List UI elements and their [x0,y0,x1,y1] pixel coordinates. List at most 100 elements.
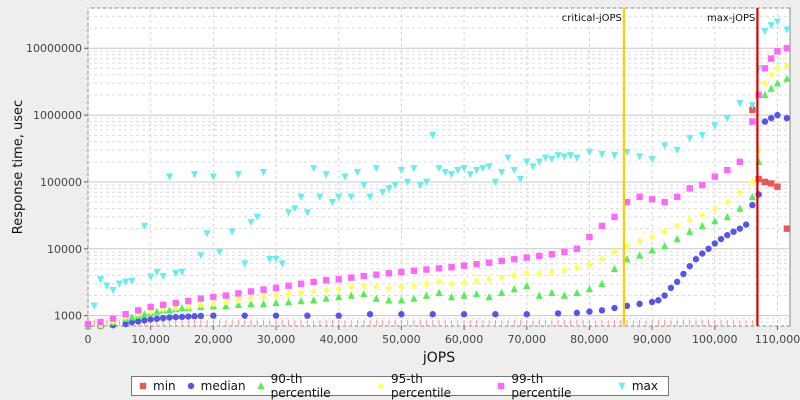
data-point [429,311,436,318]
data-point [398,283,405,291]
data-point [511,271,518,280]
data-point [348,274,355,281]
data-point [122,311,129,318]
data-point [755,175,762,183]
data-point [523,281,531,289]
data-point [749,178,756,186]
data-point [661,292,668,299]
data-point [636,237,643,245]
data-point [310,287,317,296]
data-point [422,291,431,299]
legend-item: median [186,379,246,393]
data-point [460,262,468,269]
data-point [492,311,499,318]
data-point [736,100,744,108]
data-point [661,142,669,150]
data-point [160,301,167,309]
data-point [516,175,525,184]
data-point [284,209,293,217]
x-tick-label: 60,000 [445,333,484,346]
data-point [699,211,706,219]
data-point [410,267,418,274]
data-point [310,165,318,173]
x-tick-label: 80,000 [570,333,609,346]
data-point [773,18,782,26]
data-point [341,173,349,181]
data-point [96,276,105,284]
data-point [655,297,662,304]
data-point [611,213,618,221]
data-point [783,26,791,34]
data-point [755,146,762,154]
data-point [686,135,694,143]
data-points [84,18,791,330]
data-point [347,193,355,201]
data-point [755,91,762,99]
data-point [586,260,593,269]
data-point [272,298,280,307]
data-point [473,260,480,268]
legend-item: max [617,379,658,393]
data-point [724,198,731,206]
data-point [416,181,424,190]
data-point [635,251,644,259]
legend-symbol [187,382,194,390]
data-point [266,255,274,264]
data-point [767,55,775,62]
legend-swatch [377,382,385,390]
data-point [373,271,380,278]
data-point [115,280,123,288]
y-axis-title: Response time, usec [11,100,26,234]
data-point [147,273,155,281]
data-point [585,148,594,157]
data-point [529,163,537,171]
data-point [172,304,179,312]
data-point [648,246,656,254]
data-point [178,268,186,276]
data-point [260,286,267,293]
data-point [724,166,731,174]
x-tick-label: 30,000 [257,333,296,346]
data-point [774,48,781,55]
data-point [297,297,305,305]
x-tick-label: 110,000 [755,333,800,346]
data-point [285,282,292,289]
data-point [610,264,619,273]
data-point [322,171,330,179]
data-point [561,248,568,256]
data-point [761,79,769,87]
data-point [460,279,468,287]
data-point [511,255,518,263]
data-point [410,165,418,173]
data-point [548,251,556,258]
data-point [460,291,468,299]
x-tick-label: 100,000 [692,333,738,346]
data-point [498,168,506,177]
data-point [441,168,449,177]
x-tick-label: 50,000 [382,333,421,346]
data-point [761,118,769,125]
data-point [322,294,330,302]
data-point [128,318,136,326]
data-point [748,102,756,110]
x-tick-label: 40,000 [319,333,358,346]
data-point [767,114,775,122]
data-point [410,294,418,302]
data-point [723,212,731,221]
legend-item: 95-th percentile [376,372,486,400]
data-point [259,299,268,308]
data-point [479,165,487,173]
data-point [711,173,718,180]
data-point [153,307,161,315]
data-point [360,181,368,190]
data-point [347,291,355,299]
x-tick-label: 10,000 [131,333,170,346]
data-point [234,300,243,309]
data-point [673,146,681,155]
data-point [767,22,775,30]
data-point [272,291,280,300]
data-point [197,252,205,260]
x-tick-label: 90,000 [633,333,672,346]
data-point [661,198,668,206]
data-point [160,314,167,322]
